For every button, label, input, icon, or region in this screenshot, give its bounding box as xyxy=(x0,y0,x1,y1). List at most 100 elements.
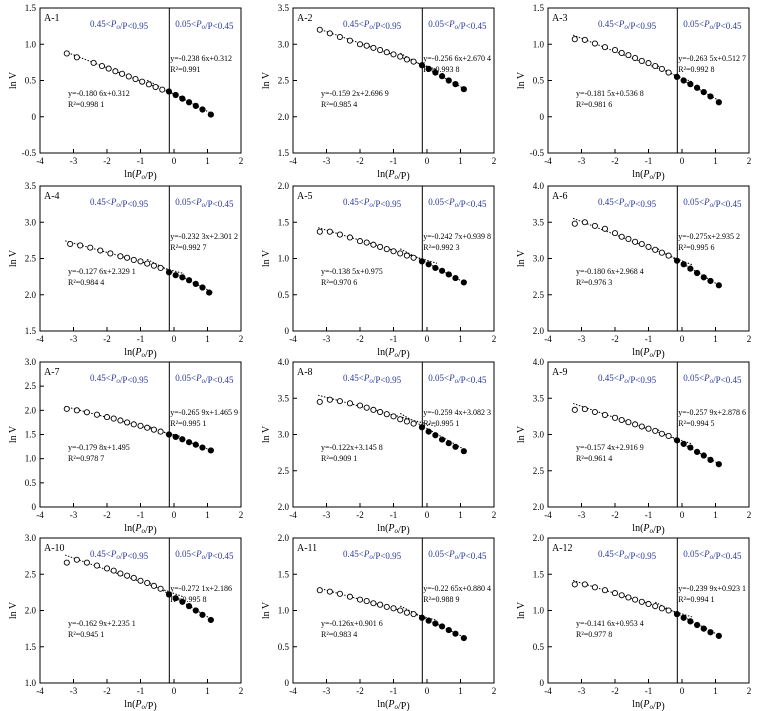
high-pressure-range-label: 0.05<Po/P<0.45 xyxy=(683,549,742,561)
panel-a-12: -4 -3 -2 -1 0 1 2 0 0.5 1.0 1.5 2.0 ln(Po/P) ln V A-12… xyxy=(516,533,751,711)
x-tick-label: -4 xyxy=(36,510,44,520)
data-point-open xyxy=(658,430,665,437)
high-range-equation: y=-0.256 6x+2.670 4 xyxy=(423,54,491,63)
data-point-open xyxy=(124,419,131,426)
x-tick-label: -3 xyxy=(70,156,78,166)
x-tick-label: 0 xyxy=(425,510,430,520)
x-tick-label: -1 xyxy=(137,510,145,520)
x-tick-label: 1 xyxy=(713,510,718,520)
y-tick-label: 1.5 xyxy=(25,326,37,336)
data-point-filled xyxy=(438,436,446,443)
data-point-open xyxy=(346,400,354,407)
low-pressure-range-label: 0.45<Po/P<0.95 xyxy=(598,373,657,385)
x-tick-label: -4 xyxy=(36,686,44,696)
fit-line-low-range xyxy=(317,587,438,621)
x-tick-label: -1 xyxy=(137,156,145,166)
x-tick-label: -3 xyxy=(578,510,586,520)
data-point-open xyxy=(652,62,659,70)
y-axis-label: ln V xyxy=(8,425,19,443)
y-axis-label: ln V xyxy=(516,249,527,267)
low-range-r-squared: R²=0.970 6 xyxy=(321,278,357,287)
data-point-filled xyxy=(460,86,467,93)
x-tick-label: 2 xyxy=(239,686,244,696)
x-tick-label: -3 xyxy=(323,686,331,696)
y-tick-label: 4.0 xyxy=(533,181,545,191)
data-point-open xyxy=(601,44,609,51)
panel-a-9: -4 -3 -2 -1 0 1 2 2.0 2.5 3.0 3.5 4.0 ln(Po/P) ln V A-… xyxy=(516,357,751,536)
x-tick-label: -1 xyxy=(645,686,653,696)
data-point-filled xyxy=(165,431,173,438)
data-point-open xyxy=(581,581,588,588)
x-axis-label: ln(Po/P) xyxy=(124,347,156,360)
panel-a-7: -4 -3 -2 -1 0 1 2 0 0.5 1.0 1.5 2.0 2.5 3.0 ln(Po/P) ln… xyxy=(8,357,243,536)
low-pressure-range-label: 0.45<Po/P<0.95 xyxy=(598,19,657,31)
high-pressure-range-label: 0.05<Po/P<0.45 xyxy=(683,19,742,31)
x-tick-label: 2 xyxy=(747,686,752,696)
y-tick-label: 2.0 xyxy=(533,533,545,543)
high-range-r-squared: R²=0.995 1 xyxy=(423,419,459,428)
data-point-open xyxy=(638,240,645,248)
data-point-filled xyxy=(185,277,193,284)
y-tick-label: 3.0 xyxy=(533,430,545,440)
high-range-equation: y=-0.275x+2.935 2 xyxy=(678,232,740,241)
y-tick-label: 2.5 xyxy=(533,290,545,300)
x-axis-label: ln(Po/P) xyxy=(632,169,664,182)
data-point-open xyxy=(97,247,104,254)
data-point-open xyxy=(326,228,333,235)
data-point-open xyxy=(638,598,645,605)
data-point-open xyxy=(103,414,111,421)
data-point-filled xyxy=(207,447,214,454)
low-pressure-range-label: 0.45<Po/P<0.95 xyxy=(343,19,402,31)
data-point-filled xyxy=(438,623,446,630)
high-range-r-squared: R²=0.994 1 xyxy=(678,595,714,604)
y-tick-label: 0.5 xyxy=(25,76,37,86)
data-point-filled xyxy=(693,448,701,455)
low-range-r-squared: R²=0.998 1 xyxy=(68,100,104,109)
data-point-open xyxy=(144,424,151,431)
data-point-open xyxy=(377,47,384,54)
panel-a-11: -4 -3 -2 -1 0 1 2 0 0.5 1.0 1.5 2.0 ln(Po/P) ln V A-11… xyxy=(261,533,496,711)
x-tick-label: 0 xyxy=(172,334,177,344)
data-point-open xyxy=(363,404,370,411)
data-point-open xyxy=(316,398,323,405)
data-point-open xyxy=(144,260,151,267)
y-tick-label: 2.5 xyxy=(25,254,37,264)
data-point-filled xyxy=(418,614,426,621)
x-tick-label: -3 xyxy=(323,334,331,344)
data-point-open xyxy=(652,246,659,253)
data-point-filled xyxy=(179,274,186,281)
x-tick-label: -3 xyxy=(578,334,586,344)
data-point-open xyxy=(611,590,619,597)
data-point-open xyxy=(130,421,137,428)
x-tick-label: -4 xyxy=(544,334,552,344)
data-point-filled xyxy=(425,261,432,268)
y-tick-label: 2.0 xyxy=(25,606,37,616)
y-tick-label: 2.5 xyxy=(533,466,545,476)
high-range-r-squared: R²=0.995 6 xyxy=(678,243,714,252)
y-tick-label: 2.0 xyxy=(25,290,37,300)
data-point-open xyxy=(137,258,144,265)
panel-title: A-7 xyxy=(44,367,60,378)
panel-a-1: -4 -3 -2 -1 0 1 2 -0.5 0 0.5 1.0 1.5 ln(Po/P) ln V A-1… xyxy=(8,3,243,182)
x-tick-label: -1 xyxy=(645,156,653,166)
x-tick-label: 2 xyxy=(492,156,497,166)
data-point-open xyxy=(618,592,625,599)
x-axis-label: ln(Po/P) xyxy=(124,523,156,536)
data-point-open xyxy=(611,47,619,54)
y-tick-label: 3.0 xyxy=(25,357,37,367)
panel-title: A-6 xyxy=(552,191,568,202)
data-point-open xyxy=(581,406,588,413)
data-point-filled xyxy=(680,440,687,448)
data-point-filled xyxy=(207,111,214,118)
panel-title: A-1 xyxy=(44,13,60,24)
data-point-open xyxy=(383,246,390,253)
x-axis-label: ln(Po/P) xyxy=(632,523,664,536)
data-point-filled xyxy=(192,280,199,287)
data-point-open xyxy=(581,36,588,43)
data-point-open xyxy=(403,609,410,616)
data-point-filled xyxy=(673,257,681,264)
data-point-filled xyxy=(432,432,439,439)
y-axis-label: ln V xyxy=(8,71,19,89)
x-tick-label: 1 xyxy=(458,686,463,696)
panel-title: A-3 xyxy=(552,13,568,24)
